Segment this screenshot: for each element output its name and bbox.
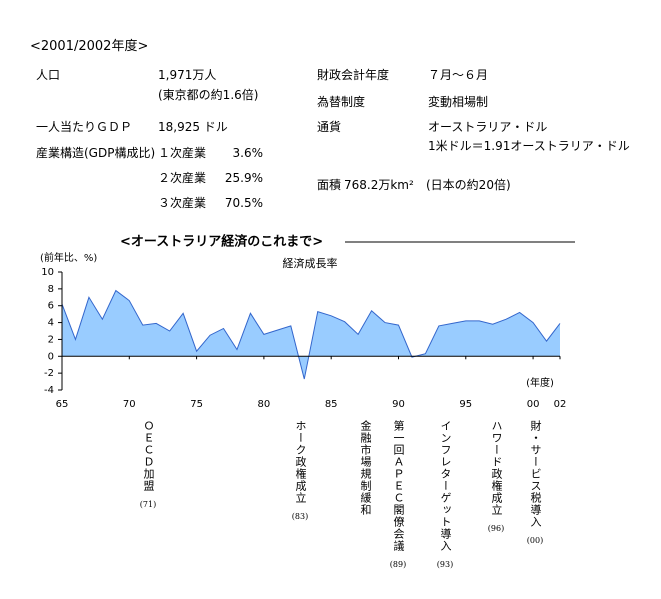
annotation-year: (89) <box>389 560 407 569</box>
info-note: 1米ドル＝1.91オーストラリア・ドル <box>428 139 630 153</box>
annotation: 財・サービス税導入 (00) <box>523 420 547 545</box>
sector: ３次産業 <box>158 196 207 210</box>
y-tick-label: -2 <box>44 368 54 379</box>
x-tick-label: 65 <box>56 399 69 410</box>
info-label: 通貨 <box>317 120 342 134</box>
y-tick-label: -4 <box>44 385 54 396</box>
share: 70.5% <box>224 196 263 210</box>
chart-title: <オーストラリア経済のこれまで> <box>120 234 323 250</box>
info-label: 面積 <box>317 178 342 192</box>
share: 3.6% <box>232 146 264 160</box>
info-label: 為替制度 <box>317 95 366 109</box>
info-value: 18,925 ドル <box>158 120 228 134</box>
y-tick-label: 10 <box>41 267 54 278</box>
info-label: 産業構造(GDP構成比) <box>36 146 156 160</box>
sector: ２次産業 <box>158 171 207 185</box>
annotation-text: ＯＥＣＤ加盟 <box>142 420 155 492</box>
annotation: ホーク政権成立 (83) <box>288 420 312 521</box>
x-tick-label: 70 <box>123 399 136 410</box>
annotation-text: 第一回ＡＰＥＣ閣僚会議 <box>392 420 405 552</box>
y-axis-label: (前年比、%) <box>40 251 97 264</box>
y-tick-label: 4 <box>48 318 54 329</box>
info-note: (東京都の約1.6倍) <box>158 88 259 102</box>
annotation-year: (71) <box>139 500 157 509</box>
x-tick-label: 90 <box>392 399 405 410</box>
annotation-year: (83) <box>291 512 309 521</box>
x-tick-label: 80 <box>258 399 271 410</box>
y-tick-label: 0 <box>48 351 54 362</box>
x-tick-label: 85 <box>325 399 338 410</box>
annotation: ＯＥＣＤ加盟 (71) <box>136 420 160 509</box>
share: 25.9% <box>224 171 263 185</box>
info-value: 1,971万人 <box>158 68 217 82</box>
annotation-text: 金融市場規制緩和 <box>359 420 372 516</box>
series-label: 経済成長率 <box>283 256 338 270</box>
info-label: 財政会計年度 <box>317 68 390 82</box>
annotation: 金融市場規制緩和 <box>353 420 377 516</box>
info-value: ７月～６月 <box>428 68 489 82</box>
y-tick-label: 6 <box>48 301 54 312</box>
header-title: <2001/2002年度> <box>30 39 149 54</box>
area-line <box>61 289 561 380</box>
annotation-year: (93) <box>436 560 454 569</box>
info-label: 一人当たりＧＤＰ <box>36 120 133 134</box>
area <box>62 290 560 380</box>
annotation-year: (00) <box>526 536 544 545</box>
annotation-text: インフレターゲット導入 <box>439 420 452 552</box>
y-tick-label: 2 <box>48 334 54 345</box>
info-label: 人口 <box>36 68 61 82</box>
x-tick-label: 75 <box>190 399 203 410</box>
info-note: (日本の約20倍) <box>426 178 511 192</box>
info-value: 768.2万km² <box>344 178 414 192</box>
annotation: 第一回ＡＰＥＣ閣僚会議 (89) <box>386 420 410 569</box>
x-tick-label: 95 <box>459 399 472 410</box>
sector: １次産業 <box>158 146 207 160</box>
annotation: インフレターゲット導入 (93) <box>433 420 457 569</box>
x-axis-label: (年度) <box>526 376 554 389</box>
annotation: ハワード政権成立 (96) <box>484 420 508 533</box>
x-tick-label: 02 <box>554 399 567 410</box>
annotation-text: ホーク政権成立 <box>294 420 307 504</box>
info-value: オーストラリア・ドル <box>428 120 548 134</box>
x-tick-label: 00 <box>527 399 540 410</box>
annotation-text: ハワード政権成立 <box>490 420 503 516</box>
y-tick-label: 8 <box>48 284 54 295</box>
annotation-year: (96) <box>487 524 505 533</box>
annotation-text: 財・サービス税導入 <box>529 420 542 528</box>
info-value: 変動相場制 <box>428 95 489 109</box>
